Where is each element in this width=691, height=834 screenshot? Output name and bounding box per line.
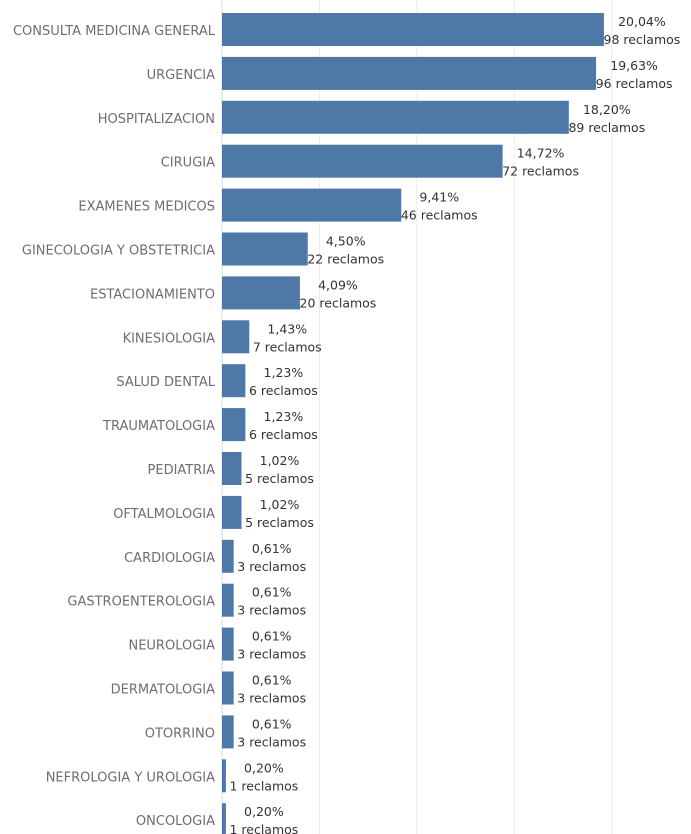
count-label: 3 reclamos: [237, 691, 306, 706]
bar[interactable]: [222, 408, 246, 442]
count-label: 98 reclamos: [604, 32, 681, 47]
bar[interactable]: [222, 188, 402, 222]
category-label: GINECOLOGIA Y OBSTETRICIA: [22, 244, 215, 259]
bar[interactable]: [222, 276, 300, 310]
bar[interactable]: [222, 364, 246, 398]
count-label: 7 reclamos: [253, 339, 322, 354]
grid-lines: [221, 0, 613, 834]
category-label: CARDIOLOGIA: [124, 551, 215, 566]
bar[interactable]: [222, 627, 234, 661]
bar[interactable]: [222, 232, 308, 266]
count-label: 3 reclamos: [237, 734, 306, 749]
bar[interactable]: [222, 100, 569, 134]
category-label: OFTALMOLOGIA: [113, 507, 215, 522]
category-labels: CONSULTA MEDICINA GENERAL URGENCIA HOSPITA…: [13, 24, 216, 829]
percent-label: 4,50%: [326, 234, 366, 249]
percent-label: 18,20%: [583, 102, 631, 117]
bar[interactable]: [222, 144, 503, 178]
category-label: PEDIATRIA: [148, 463, 216, 478]
bar[interactable]: [222, 56, 597, 90]
percent-label: 0,61%: [252, 716, 292, 731]
bar[interactable]: [222, 803, 226, 834]
bars: [222, 13, 604, 834]
bar[interactable]: [222, 495, 242, 529]
percent-label: 0,61%: [252, 585, 292, 600]
count-label: 22 reclamos: [307, 252, 384, 267]
category-label: ESTACIONAMIENTO: [90, 287, 215, 302]
percent-label: 14,72%: [517, 146, 565, 161]
percent-label: 1,43%: [267, 321, 307, 336]
category-label: URGENCIA: [147, 68, 215, 83]
bar[interactable]: [222, 452, 242, 485]
percent-label: 0,20%: [244, 804, 284, 819]
percent-label: 19,63%: [610, 58, 658, 73]
percent-label: 1,02%: [260, 453, 300, 468]
bar[interactable]: [222, 715, 234, 749]
category-label: EXAMENES MEDICOS: [78, 200, 215, 215]
category-label: NEUROLOGIA: [128, 639, 215, 654]
bar[interactable]: [222, 13, 604, 46]
count-label: 72 reclamos: [502, 164, 579, 179]
percent-label: 0,61%: [252, 673, 292, 688]
count-label: 46 reclamos: [401, 208, 478, 223]
bar[interactable]: [222, 539, 234, 573]
percent-label: 9,41%: [419, 190, 459, 205]
category-label: CONSULTA MEDICINA GENERAL: [13, 24, 216, 39]
bar[interactable]: [222, 583, 234, 617]
value-labels: 20,04% 98 reclamos 19,63% 96 reclamos 18,20%…: [229, 14, 680, 834]
count-label: 3 reclamos: [237, 559, 306, 574]
percent-label: 4,09%: [318, 277, 358, 292]
count-label: 96 reclamos: [596, 76, 673, 91]
count-label: 6 reclamos: [249, 383, 318, 398]
percent-label: 20,04%: [618, 14, 666, 29]
category-label: SALUD DENTAL: [116, 375, 215, 390]
bar[interactable]: [222, 671, 234, 705]
percent-label: 1,23%: [264, 365, 304, 380]
percent-label: 0,61%: [252, 629, 292, 644]
category-label: KINESIOLOGIA: [123, 331, 216, 346]
percent-label: 0,61%: [252, 541, 292, 556]
percent-label: 1,02%: [260, 497, 300, 512]
count-label: 3 reclamos: [237, 603, 306, 618]
category-label: TRAUMATOLOGIA: [102, 419, 215, 434]
count-label: 5 reclamos: [245, 471, 314, 486]
count-label: 6 reclamos: [249, 427, 318, 442]
count-label: 1 reclamos: [229, 822, 298, 834]
count-label: 89 reclamos: [568, 120, 645, 135]
category-label: ONCOLOGIA: [136, 814, 215, 829]
percent-label: 0,20%: [244, 760, 284, 775]
category-label: DERMATOLOGIA: [111, 683, 215, 698]
bar[interactable]: [222, 759, 226, 793]
category-label: CIRUGIA: [161, 156, 215, 171]
count-label: 5 reclamos: [245, 515, 314, 530]
category-label: GASTROENTEROLOGIA: [67, 595, 215, 610]
category-label: HOSPITALIZACION: [98, 112, 215, 127]
bar[interactable]: [222, 320, 250, 354]
category-label: NEFROLOGIA Y UROLOGIA: [46, 770, 215, 785]
count-label: 20 reclamos: [300, 295, 377, 310]
category-label: OTORRINO: [145, 726, 215, 741]
percent-label: 1,23%: [264, 409, 304, 424]
count-label: 3 reclamos: [237, 647, 306, 662]
count-label: 1 reclamos: [229, 778, 298, 793]
